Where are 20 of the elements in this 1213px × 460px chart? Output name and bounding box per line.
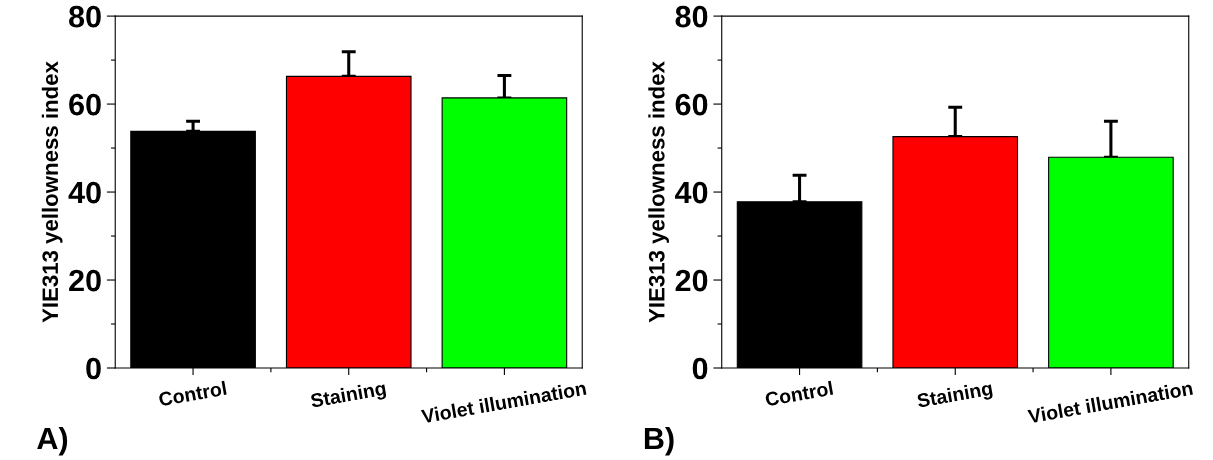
y-tick-label: 20: [675, 269, 708, 292]
y-tick-label: 60: [675, 93, 708, 116]
x-tick-label: Control: [158, 380, 227, 407]
text: B): [644, 426, 674, 456]
y-tick-label: 80: [675, 5, 708, 28]
x-tick-label: Staining: [916, 380, 994, 412]
y-tick-label: 0: [692, 357, 708, 380]
y-axis-title: YIE313 yellowness index: [648, 61, 669, 323]
x-tick-label: Control: [764, 380, 834, 407]
y-tick-label: 40: [675, 181, 708, 204]
y-axis-title: YIE313 yellowness index: [41, 61, 63, 323]
text: A): [37, 426, 68, 456]
y-tick-label: 20: [69, 269, 101, 292]
x-tick-label: Violet illumination: [1027, 380, 1193, 424]
y-tick-label: 60: [69, 93, 101, 116]
y-tick-label: 40: [68, 181, 101, 204]
y-tick-label: 80: [69, 5, 101, 28]
x-tick-label: Violet illumination: [420, 380, 587, 424]
x-tick-label: Staining: [309, 380, 387, 412]
y-tick-label: 0: [86, 357, 101, 380]
